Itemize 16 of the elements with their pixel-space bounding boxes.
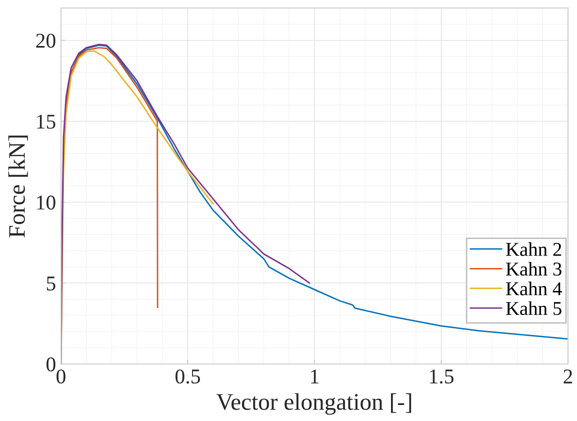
y-tick-label: 0 bbox=[46, 357, 56, 372]
y-tick-label: 15 bbox=[37, 114, 56, 129]
legend-label: Kahn 2 bbox=[506, 242, 562, 256]
legend-label: Kahn 4 bbox=[506, 282, 562, 296]
y-tick-label: 5 bbox=[46, 276, 56, 291]
y-tick-label: 10 bbox=[37, 196, 56, 210]
y-tick-label: 20 bbox=[36, 34, 56, 48]
x-tick-label: 1.5 bbox=[430, 370, 454, 384]
legend-label: Kahn 3 bbox=[506, 262, 562, 276]
x-tick-label: 0.5 bbox=[176, 369, 200, 384]
y-axis-title: Force [kN] bbox=[8, 136, 28, 238]
x-tick-label: 1 bbox=[311, 370, 318, 384]
x-axis-title: Vector elongation [-] bbox=[216, 393, 412, 415]
x-tick-label: 2 bbox=[564, 370, 572, 384]
x-tick-label: 0 bbox=[56, 369, 66, 384]
legend-label: Kahn 5 bbox=[506, 301, 562, 316]
